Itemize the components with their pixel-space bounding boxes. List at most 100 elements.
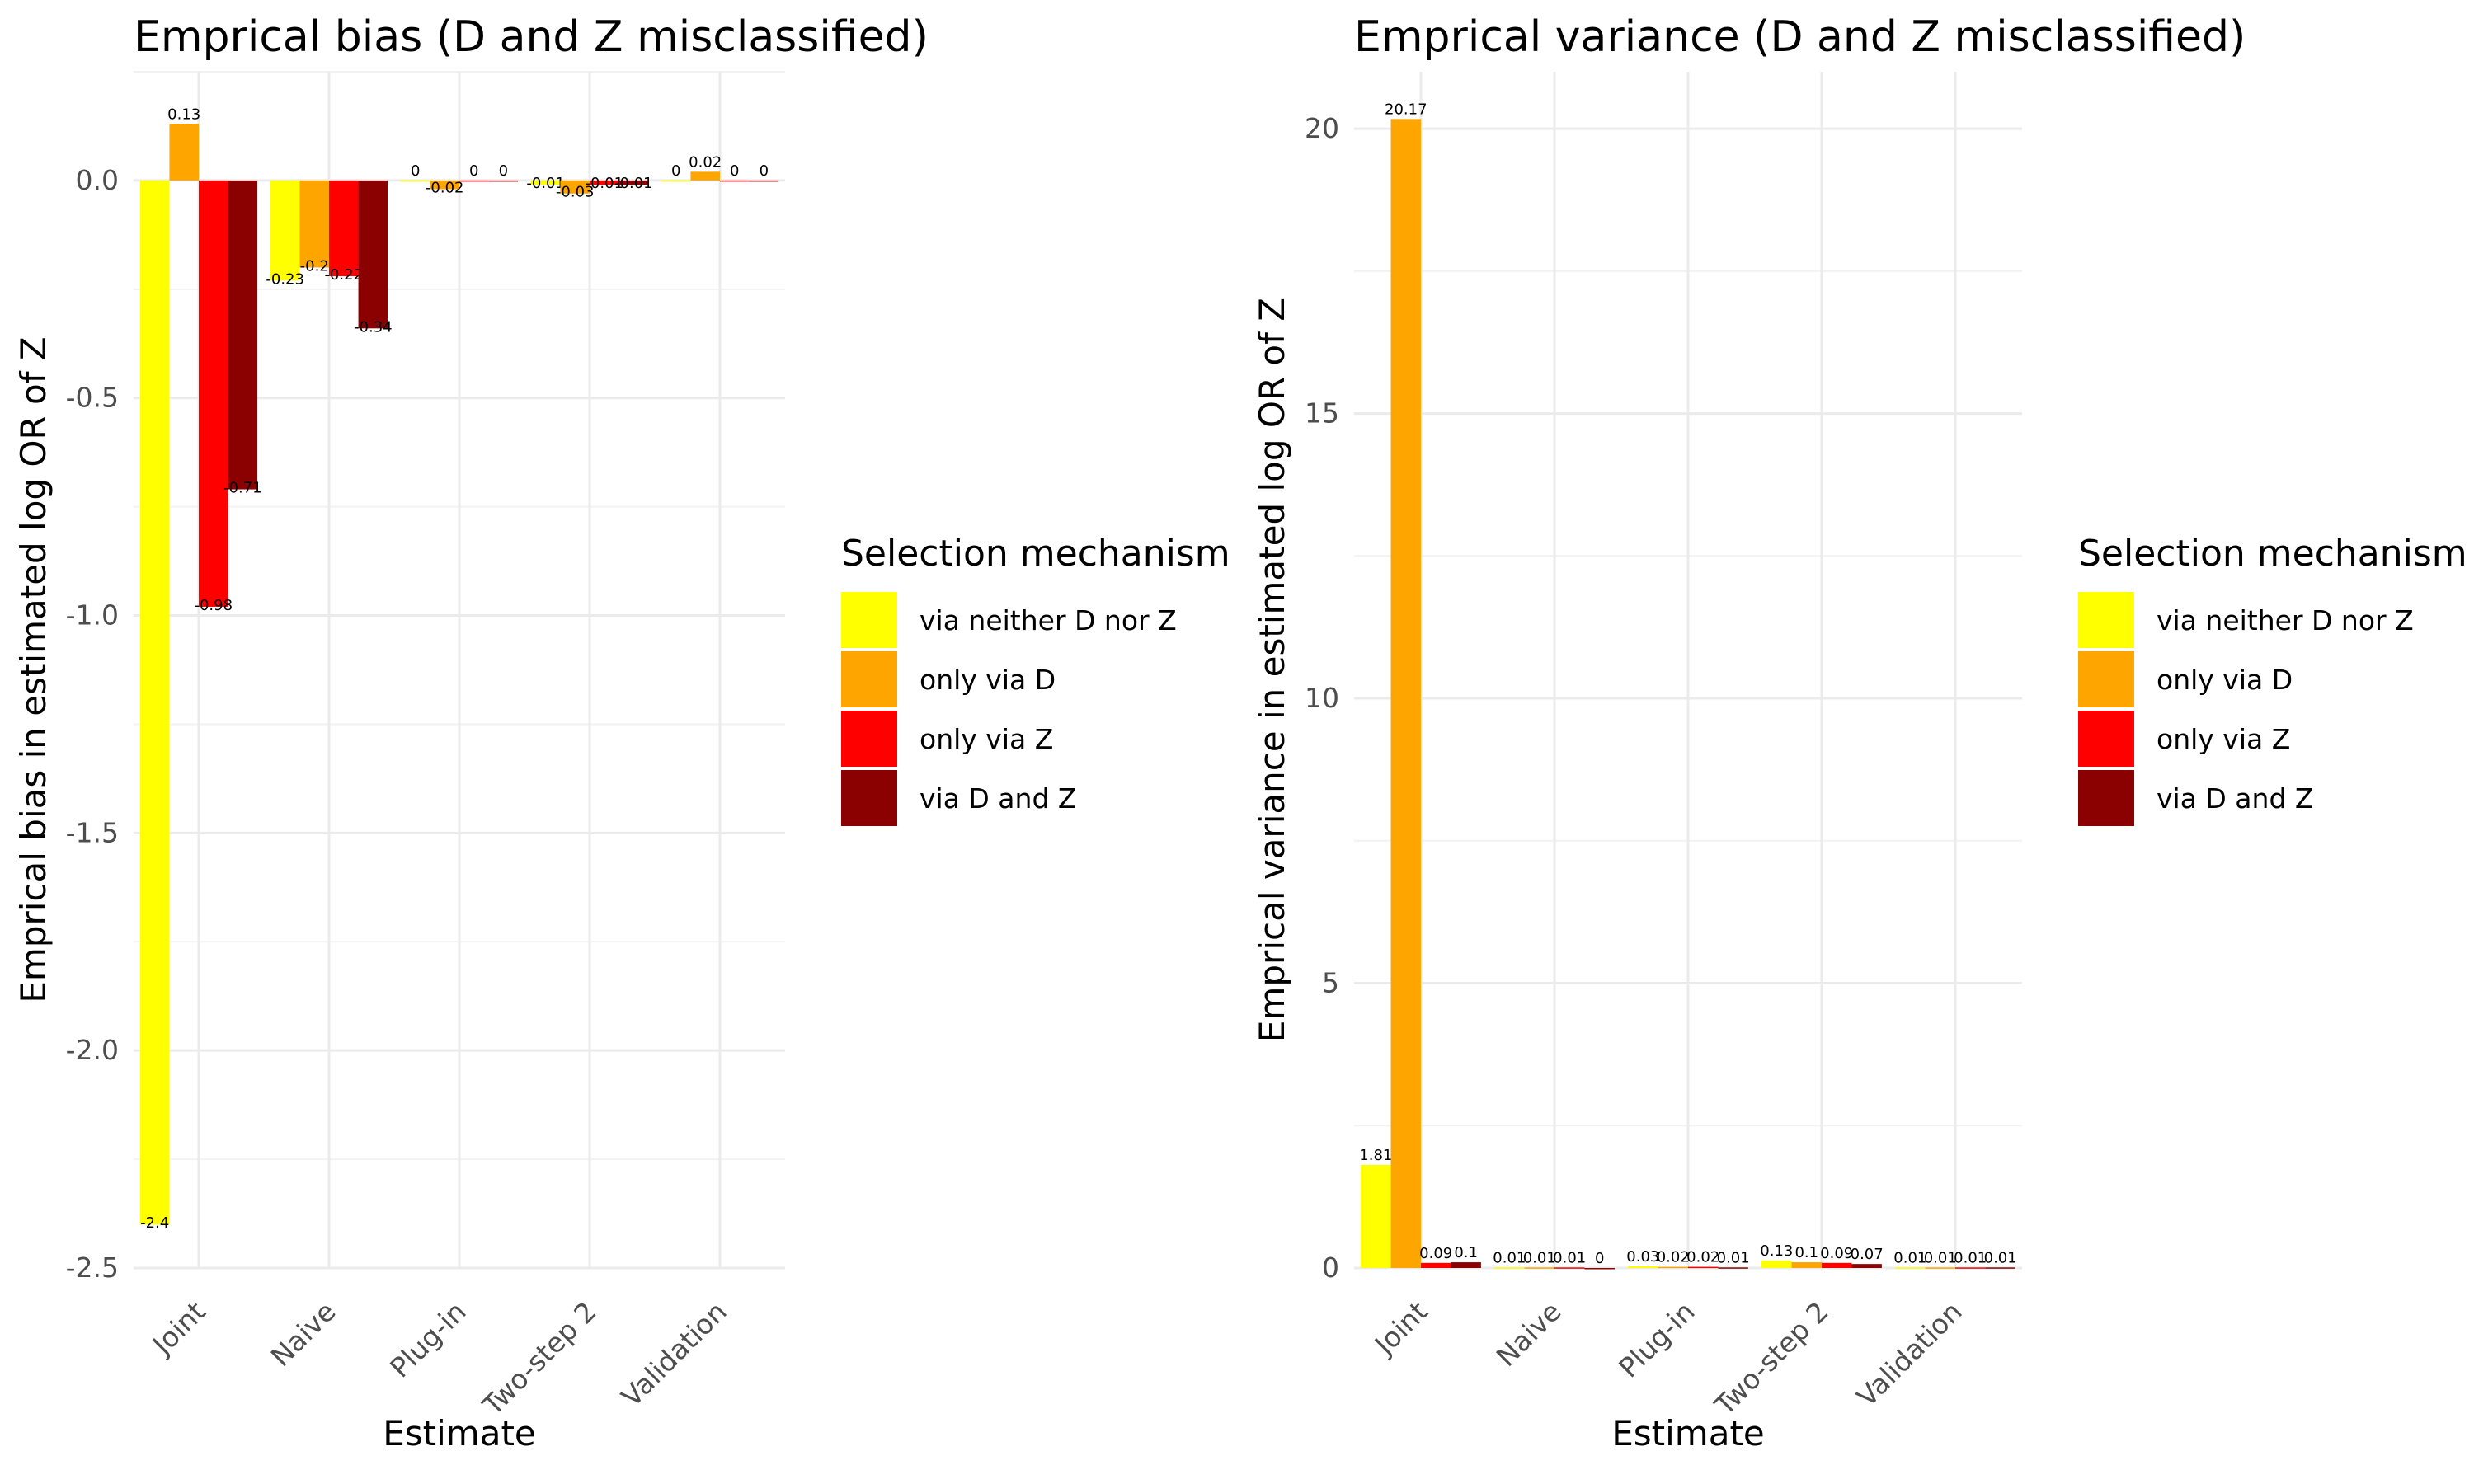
data-label: 0.01 [1523,1249,1556,1266]
bar [459,180,489,182]
data-label: 0.02 [689,153,722,171]
data-label: 0 [671,162,680,180]
x-tick-label: Plug-in [383,1295,472,1383]
data-label: 0.03 [1626,1248,1659,1266]
legend-label: only via Z [920,723,1053,755]
y-axis-title: Emprical bias in estimated log OR of Z [13,336,54,1003]
y-tick-label: 5 [1322,967,1339,999]
legend-label: via D and Z [2157,782,2314,815]
bar [1851,1264,1882,1268]
data-label: 0.13 [167,106,200,123]
legend-label: only via D [920,664,1056,696]
y-tick-label: -1.5 [66,816,119,848]
data-label: 0.01 [1924,1249,1957,1266]
x-tick-label: Joint [145,1295,212,1362]
data-label: 0.01 [1717,1249,1750,1266]
x-tick-label: Two-step 2 [1708,1295,1835,1422]
bar [139,180,170,1225]
bar [1584,1268,1615,1270]
data-label: -0.01 [585,175,623,192]
bar [590,180,619,186]
legend-swatch [841,651,897,707]
bar [400,180,430,182]
bar [720,180,750,182]
data-label: 1.81 [1359,1147,1392,1164]
bar [661,180,691,182]
bar [1628,1266,1658,1268]
legend-swatch [841,770,897,826]
data-label: 0.02 [1657,1249,1690,1266]
bar [1822,1262,1852,1268]
bar [199,180,228,607]
data-label: 0.01 [1893,1249,1926,1266]
data-label: 0.1 [1794,1244,1818,1261]
x-tick-label: Validation [615,1295,733,1413]
legend-label: only via Z [2157,723,2290,755]
bar [1361,1164,1391,1268]
legend-title: Selection mechanism [841,533,1230,575]
y-tick-label: -1.0 [66,599,119,632]
bar [1718,1267,1748,1269]
x-tick-label: Plug-in [1612,1295,1700,1383]
legend-swatch [2078,711,2134,767]
x-axis-title: Estimate [1611,1413,1765,1453]
data-label: -0.03 [556,184,595,201]
data-label: -0.71 [223,480,262,497]
y-tick-label: 15 [1305,397,1339,430]
bar [1390,119,1421,1269]
legend-label: via D and Z [920,782,1077,815]
bar [1524,1267,1554,1269]
data-label: 0 [1595,1250,1604,1267]
data-label: 0.01 [1553,1249,1586,1266]
bar [1761,1261,1792,1268]
x-tick-label: Naive [1490,1295,1568,1373]
data-label: 0 [411,162,420,180]
bar [228,180,258,490]
bar [430,180,459,190]
chart-title: Emprical variance (D and Z misclassified… [1354,12,2246,62]
legend-swatch [2078,592,2134,648]
data-label: -2.4 [140,1214,169,1232]
y-tick-label: 20 [1305,112,1339,144]
data-label: 0.01 [1954,1249,1987,1266]
chart-title: Emprical bias (D and Z misclassified) [134,12,929,62]
bar [690,171,720,181]
data-label: 0 [499,162,508,180]
data-label: 0 [760,162,769,180]
legend-label: only via D [2157,664,2293,696]
data-label: -0.01 [614,175,653,192]
legend: Selection mechanism via neither D nor Z on… [2078,533,2467,826]
legend-swatch [841,592,897,648]
bar [270,180,300,281]
data-label: 20.17 [1385,101,1427,118]
bar [530,180,561,186]
bar [749,180,779,182]
bar [1955,1267,1986,1269]
y-tick-label: 10 [1305,682,1339,714]
bar [1985,1267,2015,1269]
data-label: 0.09 [1820,1245,1853,1262]
bar [488,180,519,182]
data-label: 0.01 [1984,1249,2017,1266]
legend-swatch [841,711,897,767]
data-label: 0.1 [1454,1244,1478,1261]
x-tick-label: Two-step 2 [476,1295,603,1422]
bar [1421,1262,1451,1268]
x-tick-label: Validation [1851,1295,1968,1413]
y-tick-label: 0.0 [76,164,119,196]
data-label: 0.01 [1493,1249,1526,1266]
x-tick-label: Naive [265,1295,342,1373]
chart-panel-1: 0.0-0.5-1.0-1.5-2.0-2.5-2.4-0.230-0.0100… [13,12,1230,1453]
data-label: 0 [730,162,739,180]
data-label: -0.34 [354,318,393,336]
y-tick-label: -2.5 [66,1252,119,1284]
data-label: -0.01 [526,175,565,192]
legend-swatch [2078,651,2134,707]
bar [1895,1267,1926,1269]
data-label: 0.09 [1419,1245,1452,1262]
legend-swatch [2078,770,2134,826]
legend-label: via neither D nor Z [2157,604,2414,636]
